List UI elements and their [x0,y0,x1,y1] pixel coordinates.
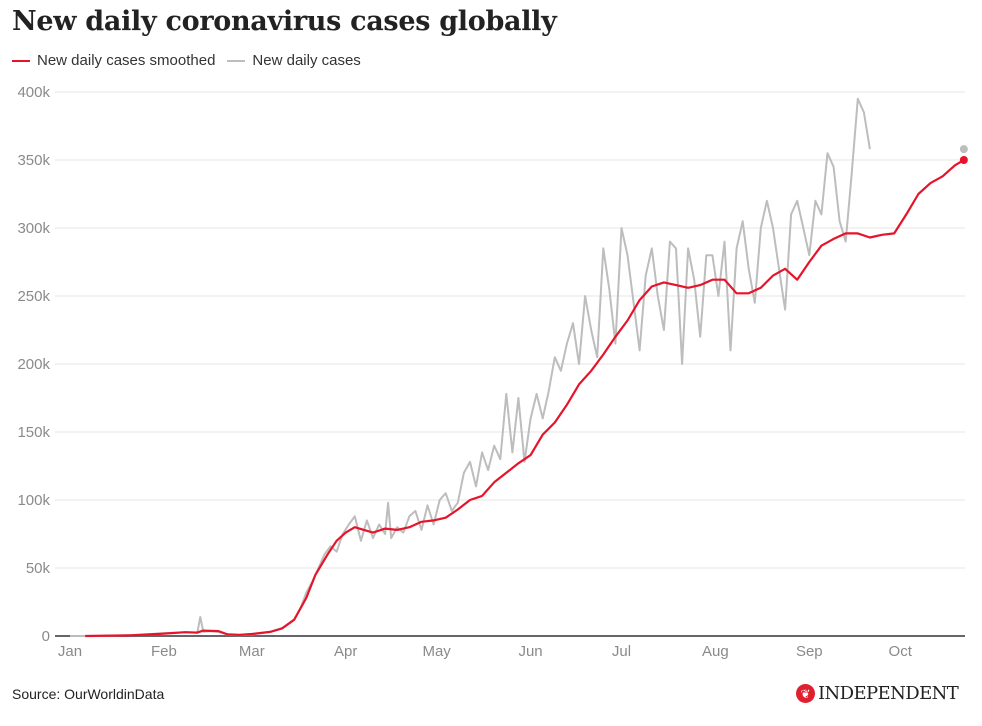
legend-label-raw: New daily cases [252,52,361,69]
y-tick-label: 350k [17,152,50,169]
x-tick-label: Aug [702,643,729,660]
legend-item-smoothed: New daily cases smoothed [12,52,215,69]
x-tick-label: Sep [796,643,823,660]
x-tick-label: Apr [334,643,357,660]
x-tick-label: May [422,643,451,660]
y-tick-label: 100k [17,492,50,509]
publisher-logo: ❦ INDEPENDENT [796,683,959,704]
y-tick-label: 400k [17,84,50,101]
series-smoothed-line-end-dot [959,156,968,164]
x-tick-label: Jun [518,643,542,660]
eagle-icon: ❦ [796,684,815,703]
chart-legend: New daily cases smoothed New daily cases [12,52,373,69]
y-tick-label: 300k [17,220,50,237]
y-tick-label: 250k [17,288,50,305]
source-note: Source: OurWorldinData [12,686,165,702]
y-tick-label: 200k [17,356,50,373]
x-tick-label: Feb [151,643,177,660]
chart-title: New daily coronavirus cases globally [12,6,557,37]
series-smoothed-line [85,159,965,638]
legend-swatch-raw [227,59,246,62]
x-tick-label: Oct [889,643,913,660]
x-tick-label: Jul [612,643,631,660]
publisher-name: INDEPENDENT [818,683,959,704]
y-tick-label: 0 [42,628,50,645]
legend-swatch-smoothed [12,59,30,62]
y-tick-label: 50k [26,560,51,577]
series-raw-line-end-dot [959,145,968,154]
legend-label-smoothed: New daily cases smoothed [37,52,216,69]
series-raw-line [70,97,871,637]
x-tick-label: Mar [239,643,265,660]
y-tick-label: 150k [17,424,50,441]
x-tick-label: Jan [58,643,82,660]
legend-item-raw: New daily cases [227,52,361,69]
